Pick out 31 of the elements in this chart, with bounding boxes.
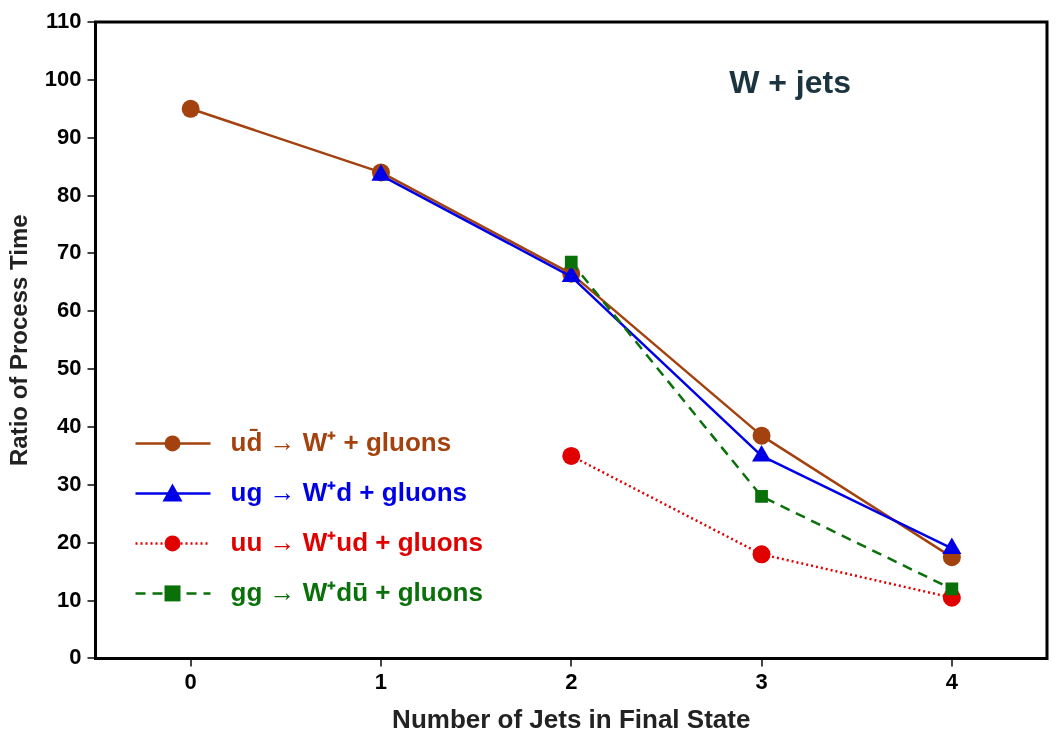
y-tick-label: 10 — [57, 586, 82, 612]
x-tick-label: 4 — [945, 668, 959, 694]
y-axis-title: Ratio of Process Time — [5, 214, 33, 467]
y-tick-label: 70 — [57, 239, 82, 265]
y-tick-label: 80 — [57, 181, 82, 207]
y-tick-label: 20 — [57, 528, 82, 554]
annotation: W + jets — [729, 63, 851, 100]
point — [564, 255, 578, 269]
y-tick-label: 30 — [57, 470, 82, 496]
y-tick-label: 50 — [57, 355, 82, 381]
point — [755, 490, 768, 503]
legend-label: uu → W⁺ud + gluons — [230, 526, 483, 557]
x-tick-label: 2 — [565, 668, 578, 694]
y-tick-label: 100 — [44, 65, 82, 91]
x-tick-label: 1 — [374, 668, 388, 694]
y-tick-label: 60 — [57, 297, 82, 323]
y-tick-label: 90 — [57, 123, 82, 149]
point — [945, 582, 959, 596]
y-tick-label: 40 — [57, 413, 82, 439]
legend-label: gg → W⁺dū + gluons — [230, 576, 483, 607]
y-tick-label: 110 — [46, 8, 82, 34]
x-axis-title: Number of Jets in Final State — [392, 703, 751, 734]
legend-label: ug → W⁺d + gluons — [230, 476, 467, 507]
legend-label: ud̄ → W⁺ + gluons — [230, 426, 452, 457]
point — [752, 426, 771, 445]
point — [181, 99, 200, 118]
x-tick-label: 0 — [184, 668, 197, 694]
x-tick-label: 3 — [755, 668, 768, 694]
point — [562, 446, 581, 465]
y-tick-label: 0 — [69, 644, 82, 670]
point — [752, 545, 771, 564]
